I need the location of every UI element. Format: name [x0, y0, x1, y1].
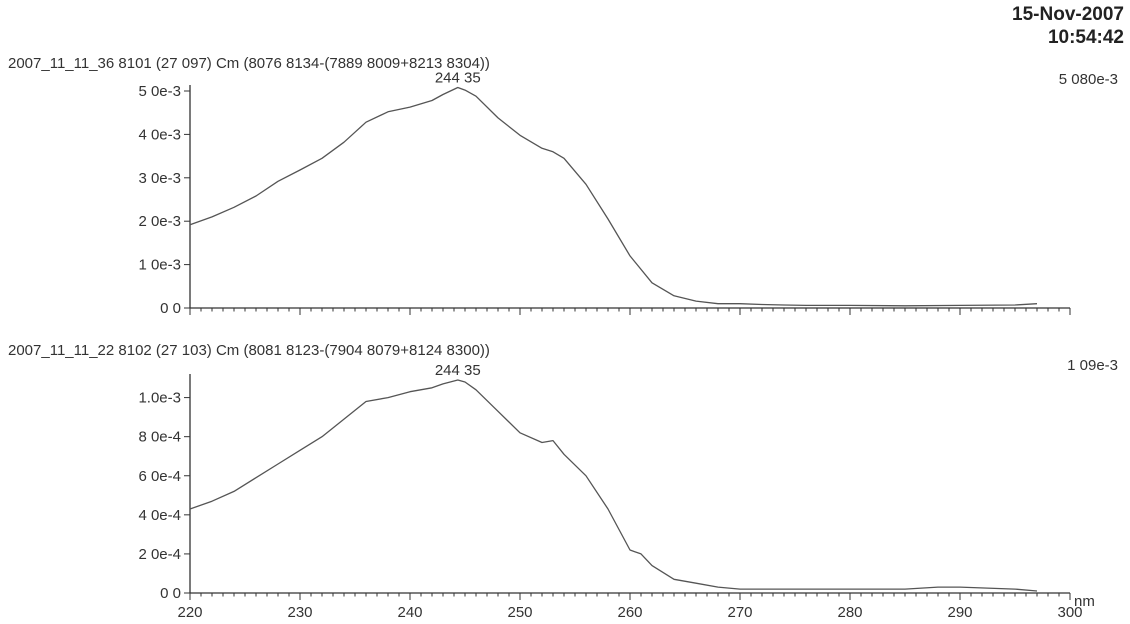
report-time: 10:54:42 [1048, 27, 1124, 48]
panel-bottom-x-tick-label: 250 [507, 604, 532, 621]
panel-top-y-tick-label: 2 0e-3 [138, 213, 181, 230]
panel-bottom-y-tick-label: 4 0e-4 [138, 507, 181, 524]
panel-bottom-y-tick-label: 0 0 [160, 585, 181, 602]
panel-bottom-x-tick-label: 260 [617, 604, 642, 621]
panel-bottom-max-intensity: 1 09e-3 [1067, 357, 1118, 374]
panel-top-header: 2007_11_11_36 8101 (27 097) Cm (8076 813… [8, 55, 490, 72]
panel-top-spectrum-trace [189, 86, 1038, 307]
spectrum-panel-bottom: 2007_11_11_22 8102 (27 103) Cm (8081 812… [8, 342, 1118, 621]
panel-bottom-y-tick-label: 2 0e-4 [138, 546, 181, 563]
panel-top-y-tick-label: 5 0e-3 [138, 83, 181, 100]
panel-bottom-x-tick-label: 290 [947, 604, 972, 621]
panel-bottom-x-tick-label: 280 [837, 604, 862, 621]
panel-top-y-tick-label: 1 0e-3 [138, 257, 181, 274]
panel-bottom-y-tick-label: 8 0e-4 [138, 429, 181, 446]
panel-bottom-x-tick-label: 300 [1057, 604, 1082, 621]
panel-bottom-header: 2007_11_11_22 8102 (27 103) Cm (8081 812… [8, 342, 490, 359]
panel-bottom-peak-label: 244 35 [435, 362, 481, 379]
panel-bottom-x-tick-label: 230 [287, 604, 312, 621]
panel-top-axes: 0 0 1 0e-3 2 0e-3 3 0e-3 4 0e-3 5 0e-3 [138, 83, 1071, 317]
panel-bottom-x-unit-label: nm [1074, 593, 1095, 610]
panel-top-max-intensity: 5 080e-3 [1059, 71, 1118, 88]
spectrum-panel-top: 2007_11_11_36 8101 (27 097) Cm (8076 813… [8, 55, 1118, 317]
panel-bottom-spectrum-trace [189, 379, 1038, 592]
panel-bottom-y-tick-label: 1.0e-3 [138, 390, 181, 407]
panel-top-peak-label: 244 35 [435, 70, 481, 87]
panel-top-y-tick-label: 0 0 [160, 300, 181, 317]
panel-bottom-x-tick-label: 240 [397, 604, 422, 621]
panel-top-y-tick-label: 3 0e-3 [138, 170, 181, 187]
panel-top-y-tick-label: 4 0e-3 [138, 126, 181, 143]
report-date: 15-Nov-2007 [1012, 4, 1124, 25]
panel-bottom-x-tick-label: 220 [177, 604, 202, 621]
panel-bottom-y-tick-label: 6 0e-4 [138, 468, 181, 485]
panel-bottom-x-tick-label: 270 [727, 604, 752, 621]
